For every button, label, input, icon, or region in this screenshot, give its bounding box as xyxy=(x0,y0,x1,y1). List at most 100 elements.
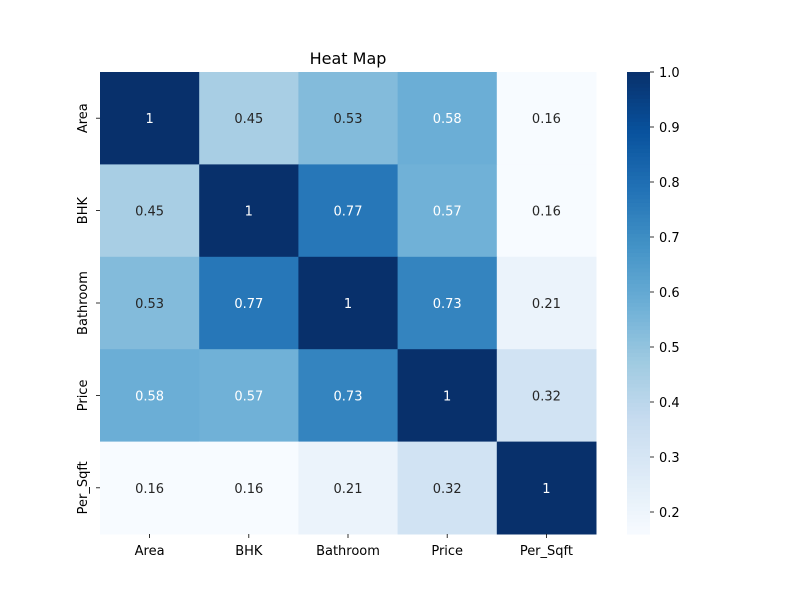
heatmap-cell xyxy=(199,72,299,165)
y-tick-label: Price xyxy=(76,380,91,412)
colorbar-slice xyxy=(627,199,650,204)
colorbar-slice xyxy=(627,495,650,500)
cell-annotation: 0.58 xyxy=(433,112,462,127)
colorbar-slice xyxy=(627,183,650,189)
colorbar-slice xyxy=(627,229,650,235)
heatmap-cell xyxy=(496,441,597,535)
colorbar-slice xyxy=(627,480,650,485)
cell-annotation: 0.57 xyxy=(433,205,462,220)
y-axis-ticks: Area BHK Bathroom Price Per_Sqft xyxy=(76,103,100,514)
cell-annotation: 0.77 xyxy=(334,205,363,220)
colorbar-slice xyxy=(627,449,650,454)
x-tick-label: Price xyxy=(431,544,463,559)
colorbar-slice xyxy=(627,414,650,420)
y-tick-label: BHK xyxy=(76,197,91,225)
x-axis-ticks: Area BHK Bathroom Price Per_Sqft xyxy=(135,534,573,559)
colorbar-slice xyxy=(627,125,650,131)
colorbar-slice xyxy=(627,514,650,520)
colorbar-slice xyxy=(627,353,650,358)
colorbar-slice xyxy=(627,83,650,88)
colorbar-slice xyxy=(627,295,650,300)
colorbar-slice xyxy=(627,457,650,462)
heatmap-cells: 1 0.45 0.53 0.58 0.16 0.45 1 0.77 0.57 0.16 0.53 0.… xyxy=(100,72,597,535)
colorbar-slice xyxy=(627,487,650,493)
colorbar-slice xyxy=(627,522,650,527)
heatmap-cell xyxy=(496,349,597,443)
colorbar-slice xyxy=(627,95,650,100)
colorbar-slice xyxy=(627,210,650,216)
colorbar-slice xyxy=(627,172,650,177)
colorbar-slice xyxy=(627,191,650,196)
colorbar-slice xyxy=(627,360,650,366)
colorbar-tick-label: 0.3 xyxy=(659,451,680,466)
colorbar-slice xyxy=(627,383,650,389)
colorbar-slice xyxy=(627,187,650,192)
cell-annotation: 1 xyxy=(542,482,550,497)
colorbar-slice xyxy=(627,75,650,81)
colorbar-slice xyxy=(627,306,650,312)
colorbar-slice xyxy=(627,303,650,308)
colorbar-slice xyxy=(627,349,650,354)
colorbar-slice xyxy=(627,499,650,504)
heatmap-cell xyxy=(100,441,200,535)
colorbar-slice xyxy=(627,376,650,381)
colorbar-slice xyxy=(627,268,650,273)
colorbar-slice xyxy=(627,164,650,169)
colorbar-slice xyxy=(627,87,650,92)
colorbar-slice xyxy=(627,102,650,108)
y-tick-label: Per_Sqft xyxy=(76,461,91,514)
colorbar-slice xyxy=(627,530,650,535)
cell-annotation: 0.32 xyxy=(532,389,561,404)
colorbar-slice xyxy=(627,202,650,208)
colorbar-slice xyxy=(627,241,650,246)
heatmap-cell xyxy=(397,349,498,443)
colorbar-slice xyxy=(627,245,650,250)
colorbar-tick-label: 0.6 xyxy=(659,286,680,301)
y-tick-label: Bathroom xyxy=(76,271,91,335)
colorbar-slice xyxy=(627,106,650,112)
colorbar-slice xyxy=(627,260,650,266)
colorbar-slice xyxy=(627,356,650,362)
colorbar-slice xyxy=(627,156,650,162)
cell-annotation: 1 xyxy=(245,205,253,220)
colorbar-tick-label: 0.2 xyxy=(659,506,680,521)
colorbar-slice xyxy=(627,222,650,227)
colorbar-slice xyxy=(627,318,650,323)
cell-annotation: 1 xyxy=(145,112,153,127)
colorbar-slice xyxy=(627,526,650,531)
cell-annotation: 0.45 xyxy=(135,205,164,220)
colorbar-slice xyxy=(627,441,650,447)
cell-annotation: 1 xyxy=(443,389,451,404)
colorbar: 0.2 0.3 0.4 0.5 0.6 0.7 0.8 0.9 1.0 xyxy=(627,66,680,535)
colorbar-slice xyxy=(627,160,650,165)
colorbar-slice xyxy=(627,272,650,277)
colorbar-slice xyxy=(627,233,650,239)
heatmap-cell xyxy=(496,72,597,165)
colorbar-slice xyxy=(627,91,650,96)
colorbar-slice xyxy=(627,476,650,481)
colorbar-tick-label: 1.0 xyxy=(659,66,680,81)
colorbar-slice xyxy=(627,79,650,85)
colorbar-slice xyxy=(627,326,650,331)
x-tick-label: Bathroom xyxy=(316,544,380,559)
colorbar-slice xyxy=(627,110,650,115)
colorbar-slice xyxy=(627,337,650,343)
colorbar-slice xyxy=(627,264,650,269)
colorbar-slice xyxy=(627,403,650,408)
colorbar-slice xyxy=(627,141,650,146)
cell-annotation: 0.32 xyxy=(433,482,462,497)
colorbar-slice xyxy=(627,129,650,135)
cell-annotation: 0.21 xyxy=(532,297,561,312)
colorbar-slice xyxy=(627,483,650,489)
colorbar-slice xyxy=(627,426,650,431)
colorbar-slice xyxy=(627,287,650,293)
colorbar-slice xyxy=(627,368,650,373)
colorbar-slice xyxy=(627,510,650,516)
colorbar-slice xyxy=(627,276,650,281)
colorbar-slice xyxy=(627,453,650,458)
cell-annotation: 0.73 xyxy=(433,297,462,312)
colorbar-tick-label: 0.4 xyxy=(659,396,680,411)
colorbar-slice xyxy=(627,410,650,416)
heatmap-cell xyxy=(199,164,299,258)
heatmap-cell xyxy=(100,72,200,165)
